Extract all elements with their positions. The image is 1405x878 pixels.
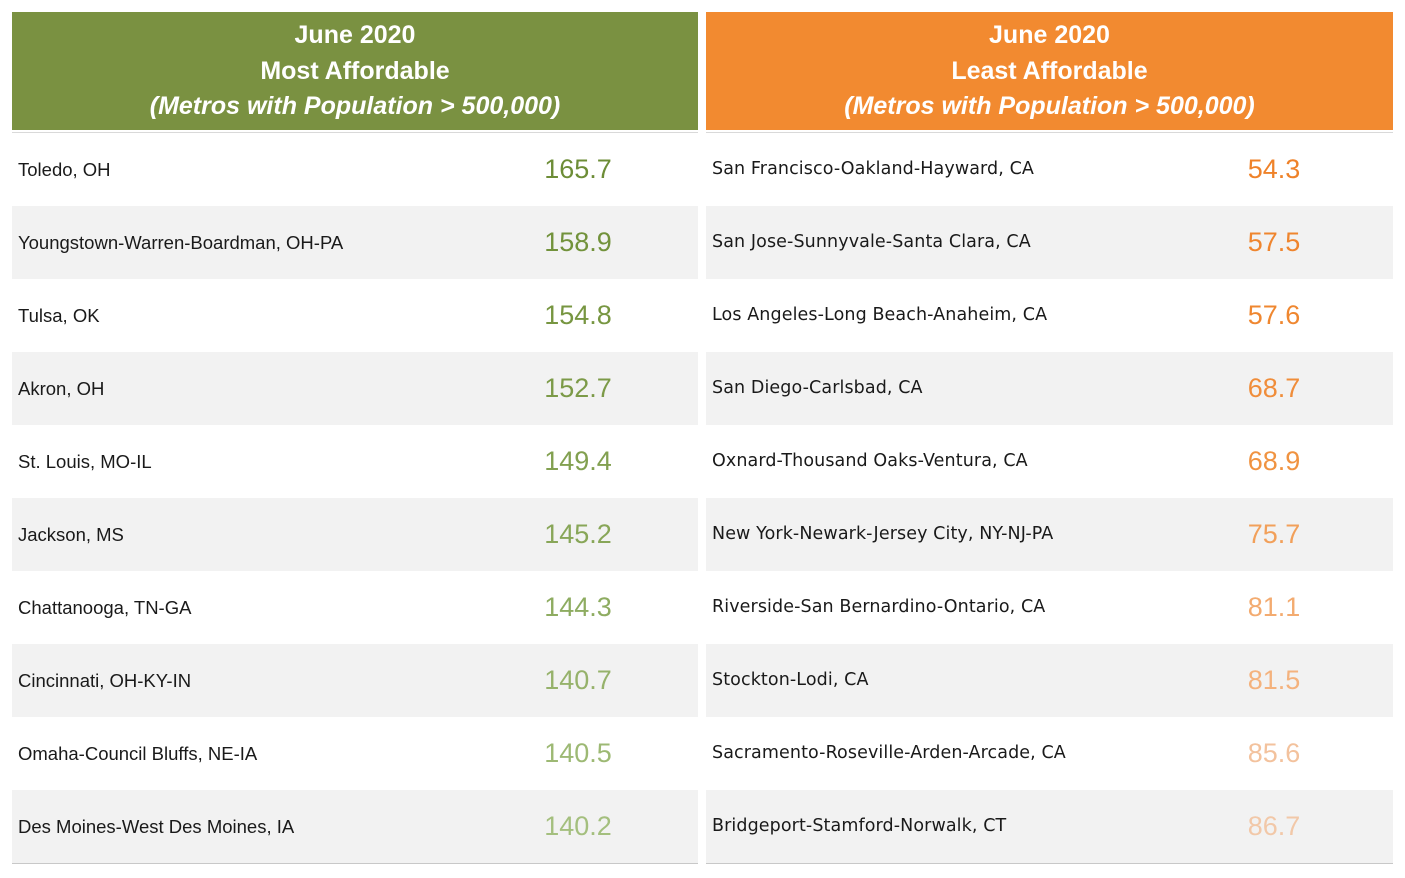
table-row: Riverside-San Bernardino-Ontario, CA 81.1 xyxy=(706,571,1393,644)
least-affordable-header: June 2020 Least Affordable (Metros with … xyxy=(706,12,1393,130)
table-row: San Francisco-Oakland-Hayward, CA 54.3 xyxy=(706,133,1393,206)
metro-name: Des Moines-West Des Moines, IA xyxy=(18,816,295,837)
metro-name: San Francisco-Oakland-Hayward, CA xyxy=(712,159,1034,179)
header-divider xyxy=(706,130,1393,132)
least-affordable-rows: San Francisco-Oakland-Hayward, CA 54.3 San… xyxy=(706,133,1393,863)
least-affordable-panel: June 2020 Least Affordable (Metros with … xyxy=(706,12,1393,864)
affordability-value: 57.6 xyxy=(1247,300,1301,330)
metro-name: Bridgeport-Stamford-Norwalk, CT xyxy=(712,816,1007,836)
header-date: June 2020 xyxy=(294,21,416,49)
affordability-value: 144.3 xyxy=(544,592,612,622)
metro-name: Jackson, MS xyxy=(18,524,124,545)
metro-name: Cincinnati, OH-KY-IN xyxy=(18,670,192,691)
table-row: Omaha-Council Bluffs, NE-IA 140.5 xyxy=(12,717,698,790)
header-title: Most Affordable xyxy=(260,56,450,85)
header-divider xyxy=(12,130,698,132)
most-affordable-header: June 2020 Most Affordable (Metros with P… xyxy=(12,12,698,130)
metro-name: Stockton-Lodi, CA xyxy=(712,670,869,690)
table-row: St. Louis, MO-IL 149.4 xyxy=(12,425,698,498)
metro-name: Akron, OH xyxy=(18,378,105,399)
affordability-value: 165.7 xyxy=(544,154,612,184)
table-row: Des Moines-West Des Moines, IA 140.2 xyxy=(12,790,698,863)
affordability-value: 140.2 xyxy=(544,811,612,841)
metro-name: St. Louis, MO-IL xyxy=(18,451,152,472)
most-affordable-panel: June 2020 Most Affordable (Metros with P… xyxy=(12,12,698,864)
table-row: Jackson, MS 145.2 xyxy=(12,498,698,571)
affordability-value: 81.1 xyxy=(1247,592,1301,622)
table-row: Youngstown-Warren-Boardman, OH-PA 158.9 xyxy=(12,206,698,279)
table-row: Akron, OH 152.7 xyxy=(12,352,698,425)
header-divider-line xyxy=(12,132,698,133)
table-row: San Diego-Carlsbad, CA 68.7 xyxy=(706,352,1393,425)
affordability-value: 68.9 xyxy=(1247,446,1301,476)
table-row: Stockton-Lodi, CA 81.5 xyxy=(706,644,1393,717)
metro-name: Toledo, OH xyxy=(18,159,111,180)
table-row: Oxnard-Thousand Oaks-Ventura, CA 68.9 xyxy=(706,425,1393,498)
metro-name: Oxnard-Thousand Oaks-Ventura, CA xyxy=(712,451,1028,471)
header-subtitle: (Metros with Population > 500,000) xyxy=(149,92,561,120)
affordability-value: 81.5 xyxy=(1247,665,1301,695)
affordability-value: 149.4 xyxy=(544,446,612,476)
metro-name: Chattanooga, TN-GA xyxy=(18,597,192,618)
metro-name: New York-Newark-Jersey City, NY-NJ-PA xyxy=(712,524,1054,544)
table-row: Toledo, OH 165.7 xyxy=(12,133,698,206)
most-affordable-rows: Toledo, OH 165.7 Youngstown-Warren-Boardma… xyxy=(12,133,698,863)
affordability-value: 152.7 xyxy=(544,373,612,403)
header-divider-line xyxy=(706,132,1393,133)
table-row: Bridgeport-Stamford-Norwalk, CT 86.7 xyxy=(706,790,1393,863)
metro-name: San Diego-Carlsbad, CA xyxy=(712,378,923,398)
table-row: Sacramento-Roseville-Arden-Arcade, CA 85.… xyxy=(706,717,1393,790)
header-title: Least Affordable xyxy=(951,56,1148,85)
table-row: Chattanooga, TN-GA 144.3 xyxy=(12,571,698,644)
affordability-value: 54.3 xyxy=(1247,154,1301,184)
table-row: Cincinnati, OH-KY-IN 140.7 xyxy=(12,644,698,717)
affordability-value: 57.5 xyxy=(1247,227,1301,257)
metro-name: Omaha-Council Bluffs, NE-IA xyxy=(18,743,258,764)
metro-name: San Jose-Sunnyvale-Santa Clara, CA xyxy=(712,232,1031,252)
metro-name: Riverside-San Bernardino-Ontario, CA xyxy=(712,597,1046,617)
affordability-value: 86.7 xyxy=(1247,811,1301,841)
affordability-value: 140.7 xyxy=(544,665,612,695)
table-bottom-rule xyxy=(12,863,698,864)
table-row: New York-Newark-Jersey City, NY-NJ-PA 75.… xyxy=(706,498,1393,571)
affordability-value: 158.9 xyxy=(544,227,612,257)
table-row: Tulsa, OK 154.8 xyxy=(12,279,698,352)
metro-name: Tulsa, OK xyxy=(18,305,100,326)
affordability-value: 68.7 xyxy=(1247,373,1301,403)
table-row: Los Angeles-Long Beach-Anaheim, CA 57.6 xyxy=(706,279,1393,352)
metro-name: Sacramento-Roseville-Arden-Arcade, CA xyxy=(712,743,1066,763)
table-bottom-rule xyxy=(706,863,1393,864)
metro-name: Youngstown-Warren-Boardman, OH-PA xyxy=(18,232,344,253)
affordability-value: 145.2 xyxy=(544,519,612,549)
header-subtitle: (Metros with Population > 500,000) xyxy=(844,92,1255,120)
affordability-value: 85.6 xyxy=(1247,738,1301,768)
affordability-value: 75.7 xyxy=(1247,519,1301,549)
affordability-value: 154.8 xyxy=(544,300,612,330)
header-date: June 2020 xyxy=(989,21,1110,49)
metro-name: Los Angeles-Long Beach-Anaheim, CA xyxy=(712,305,1048,325)
table-row: San Jose-Sunnyvale-Santa Clara, CA 57.5 xyxy=(706,206,1393,279)
affordability-value: 140.5 xyxy=(544,738,612,768)
